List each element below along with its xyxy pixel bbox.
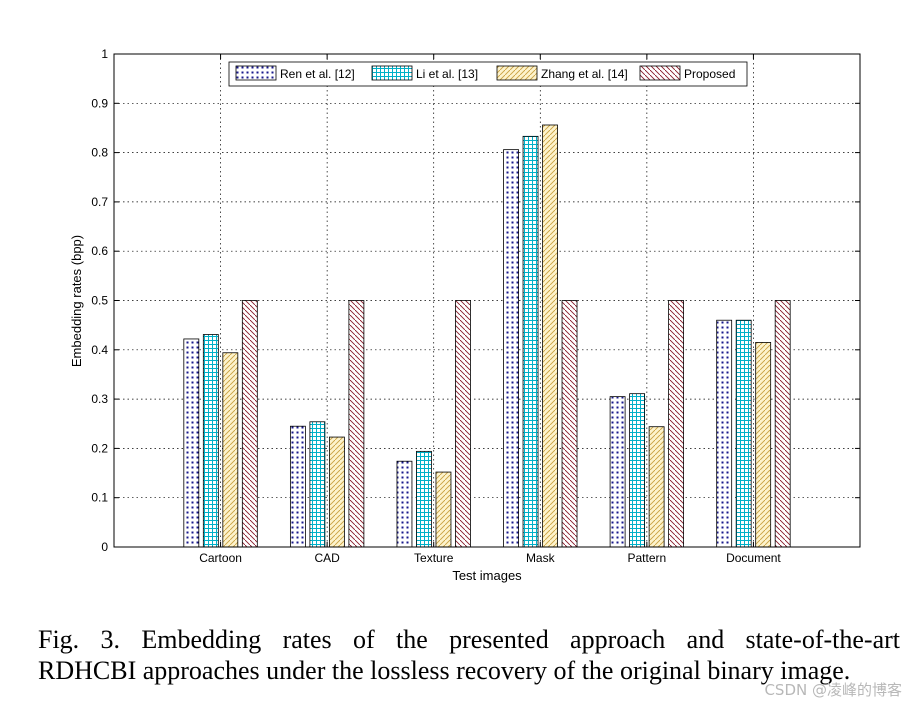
caption-line-1: Fig. 3. Embedding rates of the presented… [38,625,900,654]
bar-diag-texture [435,471,452,548]
bar-diag-pattern [648,426,665,548]
legend-entry: Ren et al. [12] [280,67,355,81]
y-tick-label: 0.4 [91,343,108,357]
figure-caption: Fig. 3. Embedding rates of the presented… [38,624,900,686]
y-tick-label: 0.7 [91,195,108,209]
bar-dots-mask [503,149,519,548]
bar-dots-document [716,319,733,548]
legend: Ren et al. [12] Li et al. [13] Zhang et al… [228,61,748,87]
bar-dots-cartoon [183,338,200,548]
grid-lines [114,54,860,547]
caption-line-2: RDHCBI approaches under the lossless rec… [38,656,851,685]
x-tick-label: Pattern [628,551,667,565]
legend-entry: Zhang et al. [14] [541,67,628,81]
bar-grid-pattern [629,393,646,548]
bar-diag-cartoon [222,352,239,548]
bar-grid-cartoon [202,334,219,548]
bar-backdiag-pattern [668,300,685,548]
x-tick-label: CAD [314,551,340,565]
bar-grid-texture [416,450,432,548]
legend-swatch [371,65,413,81]
y-tick-label: 0.2 [91,441,108,455]
y-axis-label: Embedding rates (bpp) [69,235,84,367]
x-tick-label: Mask [526,551,556,565]
watermark: CSDN @凌峰的博客 [764,681,902,699]
bar-backdiag-document [774,300,791,548]
legend-swatch [639,65,681,81]
bar-dots-cad [289,425,306,548]
bar-diag-mask [542,124,558,548]
bar-dots-texture [396,460,413,548]
legend-swatch [235,65,277,81]
y-tick-label: 1 [101,47,108,61]
bar-dots-pattern [609,396,626,548]
bar-grid-document [735,319,752,548]
bar-backdiag-mask [561,300,578,548]
y-tick-label: 0.8 [91,146,108,160]
bar-chart: 0 0.1 0.2 0.3 0.4 0.5 0.6 0.7 0.8 0.9 1 Cartoon CAD T… [69,47,861,583]
bars [183,124,791,548]
x-axis-label: Test images [452,568,522,583]
bar-grid-cad [309,421,326,548]
y-tick-label: 0.6 [91,244,108,258]
bar-diag-cad [328,436,345,548]
legend-entry: Li et al. [13] [416,67,478,81]
bar-backdiag-cartoon [241,300,258,548]
axes: 0 0.1 0.2 0.3 0.4 0.5 0.6 0.7 0.8 0.9 1 Cartoon CAD T… [91,47,860,565]
x-tick-label: Cartoon [199,551,242,565]
y-tick-label: 0.5 [91,294,108,308]
y-tick-label: 0 [101,540,108,554]
bar-diag-document [755,342,772,548]
x-tick-label: Document [726,551,781,565]
x-tick-label: Texture [414,551,454,565]
legend-swatch [496,65,538,81]
y-tick-label: 0.9 [91,96,108,110]
bar-grid-mask [522,135,539,548]
y-tick-label: 0.3 [91,392,108,406]
y-tick-label: 0.1 [91,491,108,505]
legend-entry: Proposed [684,67,735,81]
bar-backdiag-cad [348,300,365,548]
bar-backdiag-texture [455,300,471,548]
